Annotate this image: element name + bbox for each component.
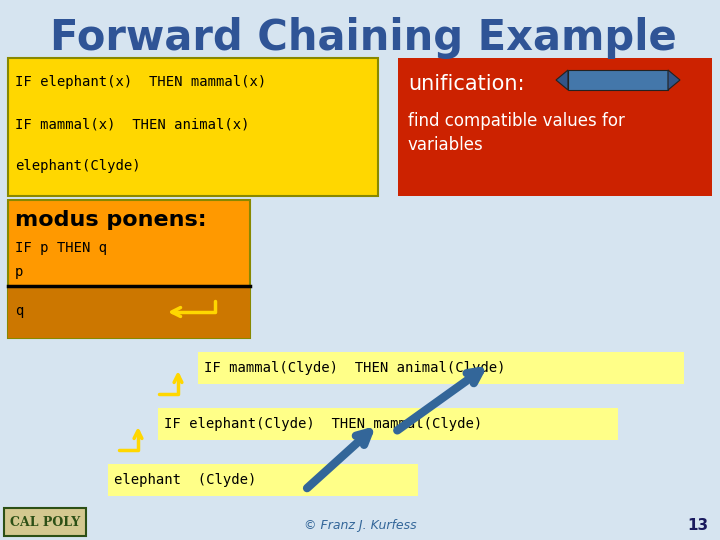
Text: q: q — [15, 304, 23, 318]
Text: p: p — [15, 265, 23, 279]
Bar — [4, 508, 86, 536]
Text: IF p THEN q: IF p THEN q — [15, 241, 107, 255]
Text: IF mammal(x)  THEN animal(x): IF mammal(x) THEN animal(x) — [15, 117, 250, 131]
Text: modus ponens:: modus ponens: — [15, 210, 207, 230]
Text: elephant  (Clyde): elephant (Clyde) — [114, 473, 256, 487]
Bar — [158, 408, 618, 440]
Text: 13: 13 — [687, 518, 708, 534]
Text: © Franz J. Kurfess: © Franz J. Kurfess — [304, 519, 416, 532]
Bar — [108, 464, 418, 496]
Bar — [8, 286, 250, 338]
FancyBboxPatch shape — [8, 58, 378, 196]
Text: elephant(Clyde): elephant(Clyde) — [15, 159, 140, 173]
Bar — [568, 70, 668, 90]
Text: IF mammal(Clyde)  THEN animal(Clyde): IF mammal(Clyde) THEN animal(Clyde) — [204, 361, 505, 375]
Text: find compatible values for
variables: find compatible values for variables — [408, 112, 625, 153]
Text: IF elephant(Clyde)  THEN mammal(Clyde): IF elephant(Clyde) THEN mammal(Clyde) — [164, 417, 482, 431]
Text: unification:: unification: — [408, 74, 524, 94]
Polygon shape — [556, 70, 568, 90]
Text: Forward Chaining Example: Forward Chaining Example — [50, 17, 677, 59]
Bar — [198, 352, 684, 384]
FancyBboxPatch shape — [398, 58, 712, 196]
Text: IF elephant(x)  THEN mammal(x): IF elephant(x) THEN mammal(x) — [15, 75, 266, 89]
Text: CAL POLY: CAL POLY — [10, 516, 80, 529]
Polygon shape — [668, 70, 680, 90]
FancyBboxPatch shape — [8, 200, 250, 338]
